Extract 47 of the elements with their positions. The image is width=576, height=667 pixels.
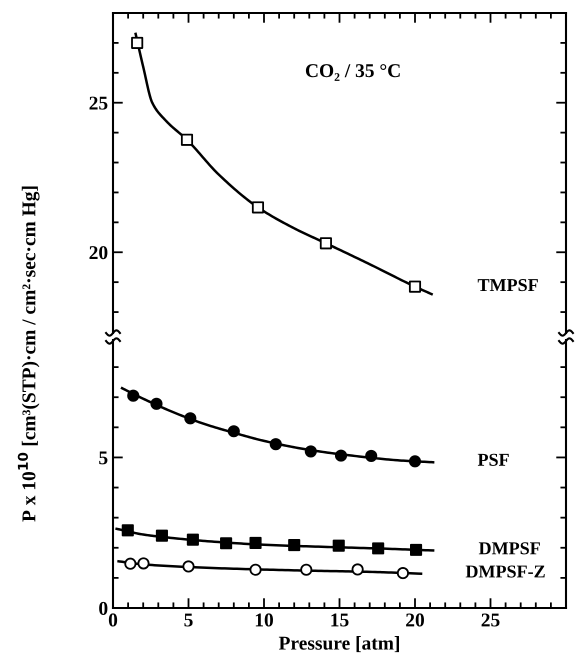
point [320,237,332,250]
legend-label: DMPSF [478,542,540,554]
legend-label: TMPSF [478,279,538,292]
point [228,425,240,438]
point [249,536,262,550]
point [410,544,422,556]
point [127,390,140,402]
point [156,530,168,542]
y-axis-title: P x 10$^{10}$ [cm³(STP)·cm / cm²·sec·cm Hg] [18,186,40,522]
point [270,438,282,450]
point [408,455,422,468]
point [137,557,150,570]
point [252,201,264,214]
point [180,134,194,146]
x-tick-label: 15 [331,614,349,627]
point [372,542,384,554]
x-axis-title: Pressure [atm] [278,636,399,652]
point [220,537,232,550]
point [124,558,136,570]
point [249,564,262,576]
point [131,36,144,49]
point [184,412,196,424]
y-tick-label: 0 [99,602,108,615]
point [304,445,317,458]
point [334,450,348,462]
point [288,539,300,552]
point [182,560,195,572]
point [352,563,364,576]
legend-label: DMPSF-Z [466,565,545,578]
point [300,564,312,576]
point [365,450,378,462]
x-tick-label: 10 [256,613,273,627]
x-tick-label: 25 [482,613,500,627]
x-tick-label: 20 [406,613,424,627]
y-tick-label: 5 [99,451,108,464]
annotation: CO₂ / 35 °C [306,64,400,81]
y-tick-label: 25 [90,96,108,110]
point [408,280,422,293]
point [186,534,199,546]
text: PSF [478,454,509,466]
point [122,524,134,536]
x-tick-label: 0 [108,613,118,627]
point [150,398,163,410]
point [396,567,409,580]
x-tick-label: 5 [184,614,193,627]
point [332,540,345,552]
y-tick-label: 20 [90,246,108,260]
